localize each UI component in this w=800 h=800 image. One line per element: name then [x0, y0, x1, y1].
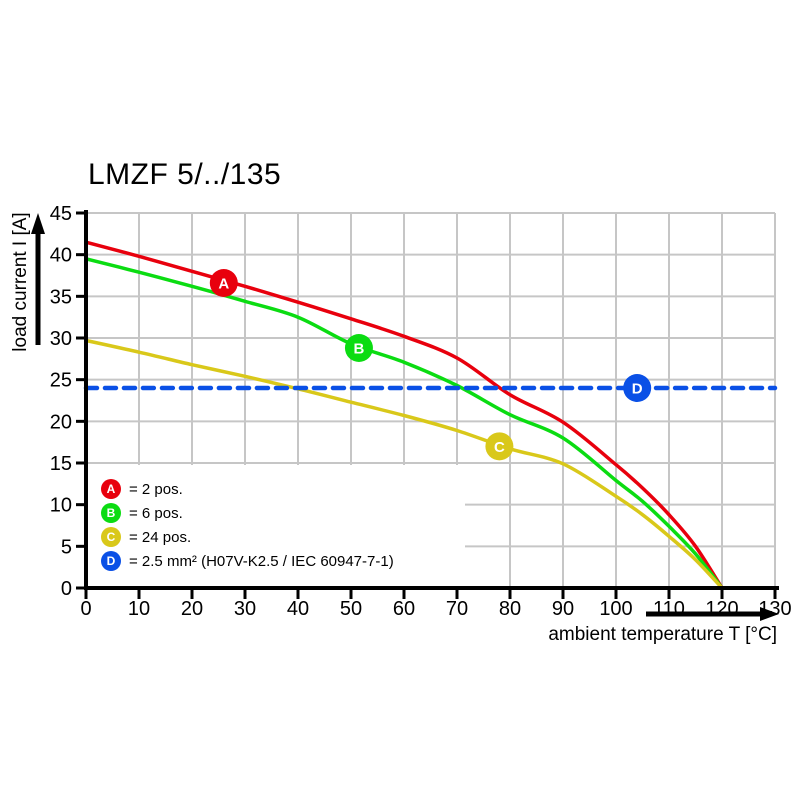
x-tick-label: 0 — [80, 598, 91, 620]
y-tick-label: 40 — [50, 245, 72, 267]
legend-item-b: B = 6 pos. — [88, 501, 464, 525]
legend-item-d: D = 2.5 mm² (H07V-K2.5 / IEC 60947-7-1) — [88, 549, 464, 573]
y-tick-label: 10 — [50, 495, 72, 517]
x-tick-label: 110 — [653, 598, 685, 620]
x-tick-label: 20 — [181, 598, 203, 620]
curve-C — [84, 338, 724, 590]
marker-B — [344, 334, 373, 362]
marker-A — [209, 269, 238, 297]
legend-label-c: = 24 pos. — [129, 528, 192, 546]
y-tick-label: 20 — [50, 411, 72, 433]
y-tick-label: 25 — [50, 370, 72, 392]
y-tick-label: 15 — [50, 453, 72, 475]
y-tick-label: 0 — [61, 578, 72, 600]
marker-letter-D: D — [632, 381, 643, 398]
legend-item-c: C = 24 pos. — [88, 525, 464, 549]
x-tick-label: 100 — [599, 598, 632, 620]
x-axis-arrow — [646, 607, 779, 621]
legend-marker-c-icon: C — [101, 527, 121, 547]
marker-D — [623, 374, 652, 402]
x-tick-label: 50 — [340, 598, 362, 620]
legend-label-d: = 2.5 mm² (H07V-K2.5 / IEC 60947-7-1) — [129, 552, 394, 570]
marker-letter-A: A — [218, 276, 229, 293]
y-axis-label: load current I [A] — [10, 212, 31, 352]
x-tick-label: 10 — [128, 598, 150, 620]
x-tick-label: 80 — [499, 598, 521, 620]
x-tick-label: 30 — [234, 598, 256, 620]
curve-B — [84, 257, 724, 590]
legend: A = 2 pos. B = 6 pos. C = 24 pos. D = 2.… — [88, 465, 464, 584]
marker-letter-C: C — [494, 439, 505, 456]
legend-label-b: = 6 pos. — [129, 504, 183, 522]
x-tick-label: 70 — [446, 598, 468, 620]
y-tick-label: 45 — [50, 203, 72, 225]
legend-label-a: = 2 pos. — [129, 480, 183, 498]
curve-A — [84, 240, 724, 590]
x-tick-label: 60 — [393, 598, 415, 620]
legend-marker-a-icon: A — [101, 479, 121, 499]
y-tick-label: 35 — [50, 286, 72, 308]
x-axis-label: ambient temperature T [°C] — [548, 624, 777, 645]
x-tick-label: 120 — [705, 598, 738, 620]
legend-item-a: A = 2 pos. — [88, 477, 464, 501]
y-axis-arrow — [31, 213, 45, 345]
x-tick-label: 90 — [552, 598, 574, 620]
marker-C — [485, 432, 514, 461]
chart-title: LMZF 5/../135 — [88, 158, 282, 191]
legend-marker-b-icon: B — [101, 503, 121, 523]
marker-letter-B: B — [354, 341, 365, 358]
y-tick-label: 5 — [61, 536, 72, 558]
legend-marker-d-icon: D — [101, 551, 121, 571]
x-tick-label: 40 — [287, 598, 309, 620]
x-tick-label: 130 — [758, 598, 791, 620]
y-tick-label: 30 — [50, 328, 72, 350]
